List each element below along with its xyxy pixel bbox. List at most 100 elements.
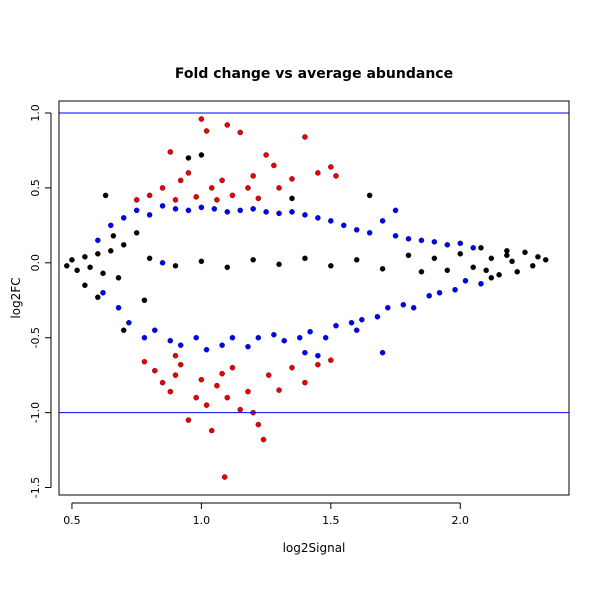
data-point-blue: [400, 301, 407, 308]
data-point-blue: [185, 207, 192, 214]
data-point-red: [265, 372, 272, 378]
data-point-black: [115, 275, 122, 281]
data-point-black: [328, 263, 334, 269]
y-tick-label: 1.0: [29, 104, 42, 122]
y-tick-label: 0.0: [29, 254, 42, 272]
data-point-black: [405, 252, 412, 259]
data-point-blue: [95, 237, 101, 244]
data-point-blue: [255, 334, 262, 341]
data-point-red: [255, 421, 262, 428]
data-point-red: [208, 185, 215, 191]
data-point-red: [208, 427, 215, 434]
data-point-blue: [426, 292, 432, 299]
data-point-red: [203, 402, 210, 408]
data-point-black: [444, 267, 451, 274]
data-point-black: [82, 254, 88, 260]
data-point-red: [229, 364, 236, 371]
data-point-red: [237, 129, 243, 136]
data-point-red: [172, 372, 179, 378]
data-point-red: [302, 134, 308, 140]
data-point-black: [100, 270, 106, 277]
data-point-blue: [100, 290, 106, 296]
data-point-blue: [159, 203, 166, 209]
data-point-black: [289, 195, 295, 202]
data-point-blue: [120, 215, 127, 221]
data-point-blue: [126, 319, 132, 326]
data-point-black: [120, 327, 127, 333]
data-point-red: [172, 352, 179, 359]
data-point-red: [289, 364, 295, 371]
data-point-blue: [276, 210, 282, 217]
data-point-black: [185, 155, 192, 161]
y-axis-label: log2FC: [9, 277, 23, 318]
data-point-blue: [224, 209, 231, 215]
data-point-black: [82, 282, 88, 289]
y-tick-label: -1.0: [29, 402, 42, 423]
data-point-red: [193, 394, 199, 401]
data-point-red: [219, 370, 225, 377]
data-point-blue: [159, 260, 166, 266]
data-point-blue: [462, 278, 469, 284]
data-point-black: [198, 152, 205, 158]
data-point-red: [271, 162, 277, 169]
data-point-red: [219, 177, 225, 184]
data-point-black: [64, 263, 70, 269]
data-point-black: [514, 269, 520, 275]
y-tick-label: -1.5: [29, 477, 42, 498]
data-point-red: [250, 173, 256, 179]
data-point-black: [366, 192, 373, 199]
data-point-black: [488, 275, 495, 281]
data-point-blue: [271, 331, 277, 338]
data-point-blue: [115, 304, 122, 311]
data-point-black: [198, 258, 205, 265]
plot-frame: [58, 100, 570, 496]
data-point-blue: [250, 206, 256, 212]
data-point-red: [198, 376, 205, 383]
data-point-red: [260, 436, 267, 443]
data-point-red: [177, 361, 184, 368]
data-point-black: [478, 245, 484, 251]
y-tick-label: -0.5: [29, 327, 42, 348]
y-axis: -1.5 -1.0 -0.5 0.0 0.5 1.0: [29, 104, 52, 498]
data-point-red: [333, 173, 339, 179]
data-point-red: [315, 170, 321, 176]
data-point-red: [198, 116, 205, 122]
x-axis: 0.5 1.0 1.5 2.0: [63, 502, 469, 527]
data-point-blue: [289, 209, 295, 215]
data-point-black: [108, 248, 114, 254]
data-point-red: [224, 394, 231, 401]
data-point-blue: [315, 215, 321, 221]
data-point-blue: [392, 233, 399, 239]
data-point-blue: [348, 319, 355, 326]
data-point-red: [214, 197, 220, 203]
data-point-blue: [315, 352, 321, 359]
data-point-blue: [366, 230, 373, 236]
data-point-red: [172, 197, 179, 203]
data-point-blue: [353, 327, 360, 333]
data-point-blue: [167, 337, 174, 344]
data-point-black: [172, 263, 179, 269]
x-tick-label: 1.5: [322, 514, 340, 527]
data-point-black: [530, 263, 536, 269]
data-point-black: [509, 258, 515, 265]
data-point-blue: [297, 334, 303, 341]
data-point-red: [276, 185, 282, 191]
data-point-red: [328, 357, 334, 363]
data-point-blue: [302, 212, 308, 218]
data-point-blue: [353, 227, 360, 233]
points-layer: [64, 116, 549, 480]
data-point-blue: [431, 239, 438, 245]
data-point-black: [133, 230, 140, 236]
data-point-black: [496, 272, 502, 278]
data-point-blue: [229, 334, 236, 341]
reference-lines: [59, 112, 569, 414]
data-point-red: [152, 367, 158, 374]
data-point-blue: [152, 327, 158, 333]
data-point-red: [141, 358, 148, 365]
data-point-black: [535, 254, 541, 260]
data-point-red: [214, 382, 220, 389]
data-point-blue: [470, 245, 476, 251]
data-point-blue: [245, 343, 251, 350]
data-point-black: [457, 251, 464, 257]
